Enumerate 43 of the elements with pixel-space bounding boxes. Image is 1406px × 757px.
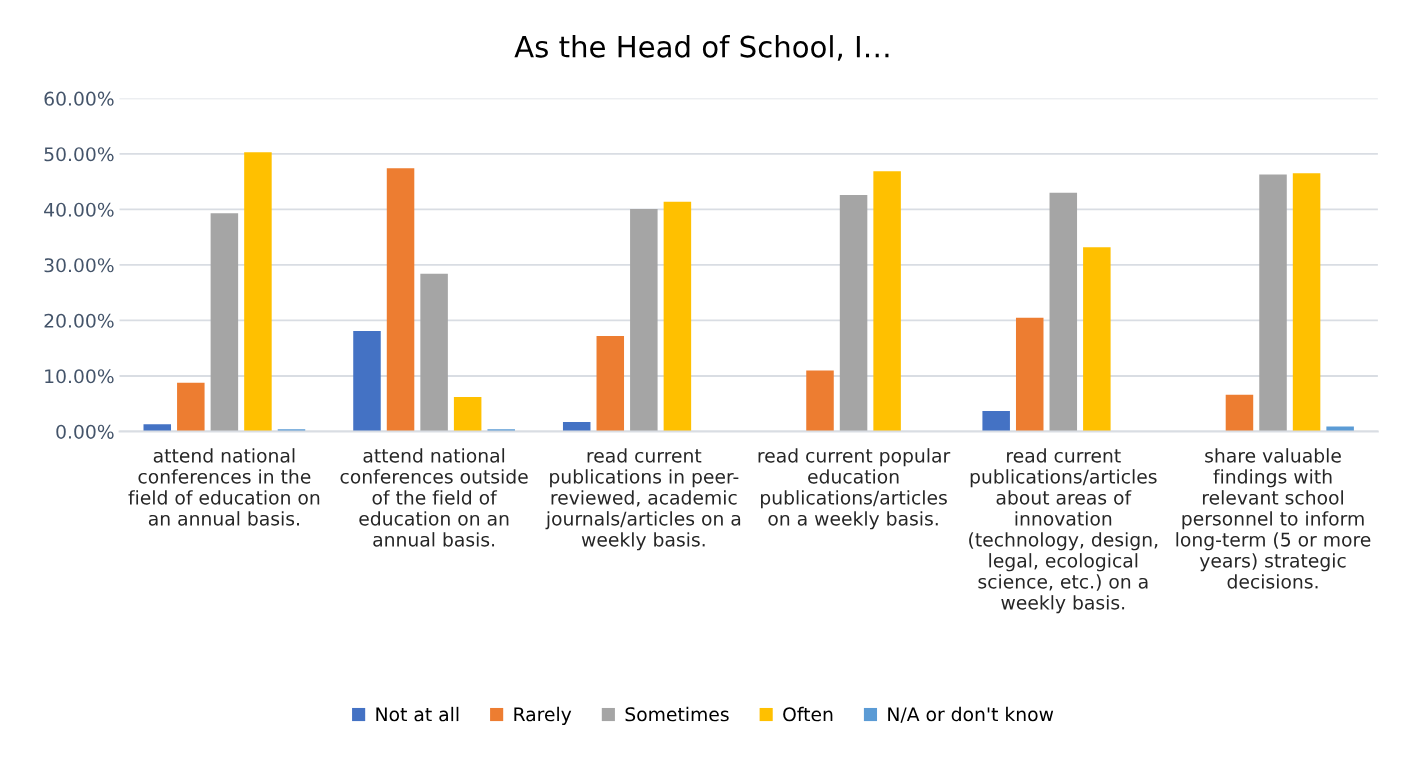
bar xyxy=(1049,192,1078,432)
bar xyxy=(353,331,381,432)
bar xyxy=(663,201,692,432)
x-tick-label: read current publications in peer- reviewed, academic journals/articles on a weekly basis. xyxy=(545,448,741,551)
legend-label: N/A or don't know xyxy=(888,706,1054,723)
bar xyxy=(453,397,482,432)
bar xyxy=(386,168,415,432)
bar xyxy=(982,410,1010,432)
bar xyxy=(487,429,515,432)
legend-label: Often xyxy=(783,706,833,722)
chart-title: As the Head of School, I… xyxy=(514,35,889,61)
bar xyxy=(1292,173,1321,432)
bar xyxy=(210,213,239,432)
x-tick-label: read current popular education publications/articles on a weekly basis. xyxy=(758,448,951,530)
bar xyxy=(177,382,205,432)
y-tick-label: 0.00% xyxy=(56,424,114,439)
legend-label: Rarely xyxy=(514,706,572,725)
y-tick-label: 20.00% xyxy=(44,313,114,328)
legend-label: Not at all xyxy=(376,706,459,722)
bar xyxy=(1015,317,1044,432)
x-tick-label: attend national conferences in the field of education on an annual basis. xyxy=(128,448,320,526)
y-tick-label: 60.00% xyxy=(44,91,114,106)
bar xyxy=(562,422,591,432)
bar xyxy=(839,195,868,432)
bar xyxy=(244,152,272,432)
y-tick-label: 10.00% xyxy=(45,369,114,384)
bar xyxy=(420,273,448,432)
bar xyxy=(873,171,901,432)
y-tick-label: 40.00% xyxy=(44,202,114,217)
y-tick-label: 30.00% xyxy=(44,258,114,273)
bar xyxy=(1326,426,1354,432)
bar xyxy=(596,336,625,432)
y-tick-label: 50.00% xyxy=(44,147,114,162)
x-tick-label: attend national conferences outside of the field of education on an annual basis. xyxy=(340,448,528,547)
bar xyxy=(1083,247,1111,432)
bar xyxy=(806,370,834,432)
bar xyxy=(1259,174,1287,432)
bar xyxy=(143,424,172,432)
bar xyxy=(1225,394,1254,432)
x-tick-label: share valuable findings with relevant school personnel to inform long-term (5 or more years) strategic decisions. xyxy=(1176,448,1371,589)
legend-label: Sometimes xyxy=(625,706,729,722)
x-tick-label: read current publications/articles about areas of innovation (technology, design, legal, ecological science, etc.) on a weekly basis. xyxy=(969,448,1158,614)
bar xyxy=(630,208,658,432)
